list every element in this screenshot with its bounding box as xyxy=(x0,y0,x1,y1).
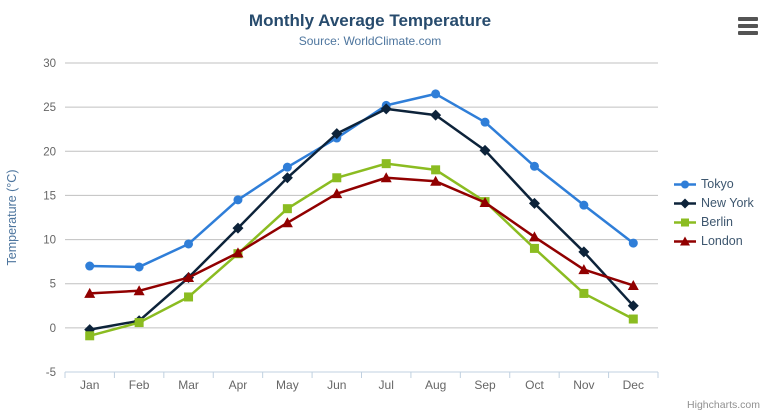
data-point-new-york-may[interactable] xyxy=(281,172,293,184)
data-point-london-may[interactable] xyxy=(281,217,293,228)
data-point-new-york-jul[interactable] xyxy=(380,103,392,115)
chart-subtitle: Source: WorldClimate.com xyxy=(298,34,442,48)
legend-marker-circle-icon xyxy=(674,180,696,188)
y-axis-label: 25 xyxy=(43,102,56,114)
legend-label-new-york: New York xyxy=(701,196,754,210)
data-point-london-dec[interactable] xyxy=(627,279,639,290)
data-point-tokyo-may[interactable] xyxy=(282,162,292,172)
data-point-berlin-aug[interactable] xyxy=(431,165,441,175)
x-axis-label: Dec xyxy=(623,378,644,392)
credits-link[interactable]: Highcharts.com xyxy=(687,399,760,411)
x-axis-label: Oct xyxy=(525,378,544,392)
data-point-berlin-dec[interactable] xyxy=(628,314,638,324)
data-point-new-york-apr[interactable] xyxy=(232,222,244,234)
data-point-tokyo-dec[interactable] xyxy=(628,238,638,248)
legend-item-new-york[interactable]: New York xyxy=(674,195,754,211)
hamburger-menu-icon xyxy=(738,31,758,35)
x-axis-label: Nov xyxy=(573,378,594,392)
data-point-berlin-nov[interactable] xyxy=(579,288,589,298)
y-axis-label: 20 xyxy=(43,146,56,158)
data-point-tokyo-feb[interactable] xyxy=(134,262,144,272)
data-point-tokyo-aug[interactable] xyxy=(431,89,441,99)
y-axis-label: -5 xyxy=(46,367,56,379)
export-menu-button[interactable] xyxy=(738,17,758,35)
data-point-tokyo-jan[interactable] xyxy=(85,261,95,271)
hamburger-menu-icon xyxy=(738,17,758,21)
data-point-berlin-mar[interactable] xyxy=(184,292,194,302)
legend: Tokyo New York Berlin London xyxy=(674,176,754,249)
data-point-berlin-oct[interactable] xyxy=(529,243,539,253)
data-point-berlin-jan[interactable] xyxy=(85,331,95,341)
data-point-tokyo-oct[interactable] xyxy=(529,161,539,171)
legend-marker-london[interactable] xyxy=(680,236,690,245)
data-point-london-aug[interactable] xyxy=(430,175,442,186)
y-axis-label: 15 xyxy=(43,190,56,202)
x-axis-label: May xyxy=(276,378,299,392)
series-line-tokyo[interactable] xyxy=(88,92,635,269)
x-axis-label: Mar xyxy=(178,378,199,392)
legend-label-berlin: Berlin xyxy=(701,215,733,229)
chart-title: Monthly Average Temperature xyxy=(248,11,492,30)
y-axis-title: Temperature (°C) xyxy=(5,170,19,266)
data-point-new-york-sep[interactable] xyxy=(479,144,491,156)
legend-marker-square-icon xyxy=(674,218,696,226)
data-point-london-sep[interactable] xyxy=(479,196,491,207)
y-axis-label: 30 xyxy=(43,58,56,70)
series-london xyxy=(84,172,639,298)
legend-item-berlin[interactable]: Berlin xyxy=(674,214,754,230)
y-axis-label: 5 xyxy=(50,279,56,291)
x-axis-label: Aug xyxy=(425,378,446,392)
series-new-york xyxy=(84,103,639,336)
data-point-new-york-oct[interactable] xyxy=(528,197,540,209)
data-point-berlin-jul[interactable] xyxy=(381,159,391,169)
series-tokyo xyxy=(85,89,638,272)
data-point-london-nov[interactable] xyxy=(578,264,590,275)
legend-label-london: London xyxy=(701,234,743,248)
y-axis-label: 0 xyxy=(50,323,56,335)
x-axis-label: Jan xyxy=(80,378,99,392)
data-point-tokyo-mar[interactable] xyxy=(184,239,194,249)
data-point-berlin-feb[interactable] xyxy=(134,318,144,328)
series-line-new-york[interactable] xyxy=(88,107,635,331)
legend-marker-new-york[interactable] xyxy=(680,198,690,208)
series-line-berlin[interactable] xyxy=(88,162,635,338)
series-line-london[interactable] xyxy=(88,176,635,295)
legend-label-tokyo: Tokyo xyxy=(701,177,734,191)
legend-marker-tokyo[interactable] xyxy=(681,180,689,188)
data-point-berlin-jun[interactable] xyxy=(332,173,342,183)
data-point-london-mar[interactable] xyxy=(183,272,195,283)
y-axis-label: 10 xyxy=(43,235,56,247)
data-point-london-oct[interactable] xyxy=(528,231,540,242)
legend-item-london[interactable]: London xyxy=(674,233,754,249)
data-point-london-jun[interactable] xyxy=(331,188,343,199)
data-point-berlin-may[interactable] xyxy=(282,204,292,214)
data-point-new-york-nov[interactable] xyxy=(578,246,590,258)
x-axis-label: Sep xyxy=(474,378,496,392)
data-point-london-apr[interactable] xyxy=(232,247,244,258)
legend-marker-triangle-icon xyxy=(674,236,696,245)
data-point-new-york-dec[interactable] xyxy=(627,300,639,312)
data-point-tokyo-nov[interactable] xyxy=(579,200,589,210)
data-point-tokyo-apr[interactable] xyxy=(233,195,243,205)
data-point-london-jul[interactable] xyxy=(380,172,392,183)
data-point-tokyo-sep[interactable] xyxy=(480,117,490,127)
data-point-london-feb[interactable] xyxy=(133,285,145,296)
data-point-new-york-jun[interactable] xyxy=(331,128,343,140)
legend-item-tokyo[interactable]: Tokyo xyxy=(674,176,754,192)
legend-marker-berlin[interactable] xyxy=(681,218,689,226)
x-axis-label: Jul xyxy=(379,378,394,392)
x-axis-label: Feb xyxy=(129,378,150,392)
data-point-new-york-aug[interactable] xyxy=(430,109,442,121)
data-point-london-jan[interactable] xyxy=(84,287,96,298)
x-axis-label: Jun xyxy=(327,378,346,392)
hamburger-menu-icon xyxy=(738,24,758,28)
x-axis-label: Apr xyxy=(229,378,248,392)
legend-marker-diamond-icon xyxy=(674,198,696,208)
